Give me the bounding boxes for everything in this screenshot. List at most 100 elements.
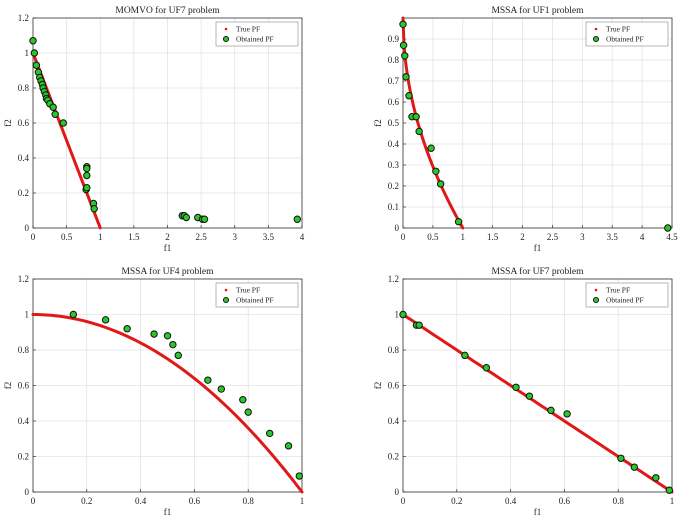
legend-box: [585, 282, 669, 308]
x-tick-label: 2: [165, 232, 170, 242]
obtained-pf-point: [123, 325, 131, 333]
obtained-pf-point: [174, 351, 182, 360]
x-tick-label: 4: [300, 232, 305, 242]
y-axis-label: f2: [373, 119, 383, 127]
obtained-pf-point: [482, 364, 491, 372]
obtained-pf-point: [405, 92, 413, 100]
obtained-pf-point: [652, 474, 660, 482]
y-tick-label: 0.6: [18, 381, 30, 391]
x-tick-label: 1.5: [128, 232, 140, 242]
obtained-pf-point: [399, 20, 407, 28]
y-tick-label: 0.6: [18, 118, 30, 128]
obtained-pf-point: [512, 383, 520, 391]
legend-obtained-pf-label: Obtained PF: [606, 35, 644, 44]
chart-panel-mssa-uf1: 0 0.5 1 1.5 2 2.5 3 3.5 4 4.5 0 0.1 0.2 0.3 0.4 0.5 0.6 0…: [373, 5, 678, 253]
x-tick-label: 1: [461, 232, 466, 242]
chart-title: MSSA for UF7 problem: [491, 266, 584, 277]
x-axis-label: f1: [164, 507, 172, 517]
obtained-pf-point: [402, 73, 410, 81]
x-tick-label: 3.5: [263, 232, 275, 242]
obtained-pf-point: [399, 41, 408, 49]
chart-title: MSSA for UF4 problem: [121, 266, 214, 277]
x-tick-label: 2.5: [196, 232, 208, 242]
legend-obtained-pf-label: Obtained PF: [236, 35, 274, 44]
y-tick-label: 1.2: [388, 274, 399, 284]
obtained-pf-point: [630, 463, 639, 471]
obtained-pf-point: [665, 486, 674, 494]
x-tick-label: 0.5: [427, 232, 439, 242]
chart-panel-mssa-uf4: 0 0.2 0.4 0.6 0.8 1 0 0.2 0.4 0.6 0.8 1 1.2 MSSA for …: [3, 266, 304, 517]
x-tick-label: 0.2: [451, 496, 462, 506]
obtained-pf-point: [49, 103, 57, 111]
x-tick-label: 0: [401, 496, 406, 506]
x-tick-label: 1: [670, 496, 675, 506]
obtained-pf-point: [239, 396, 247, 404]
obtained-pf-point: [563, 410, 571, 418]
y-tick-label: 1: [395, 310, 400, 320]
legend-box: [215, 21, 299, 47]
obtained-pf-point: [525, 392, 534, 400]
y-tick-label: 1.2: [18, 13, 29, 23]
true-pf-line: [401, 313, 674, 494]
true-pf-line: [401, 16, 465, 230]
obtained-pf-point: [169, 340, 177, 349]
legend-true-pf-label: True PF: [606, 25, 630, 34]
x-tick-label: 0.4: [505, 496, 517, 506]
y-tick-label: 0.9: [388, 34, 400, 44]
x-tick-label: 1: [98, 232, 103, 242]
legend-obtained-pf-marker: [592, 296, 600, 304]
obtained-pf-point: [83, 184, 91, 192]
x-tick-label: 0.6: [559, 496, 571, 506]
obtained-pf-point: [436, 180, 445, 188]
legend-true-pf-label: True PF: [606, 286, 630, 295]
y-axis-label: f2: [3, 382, 13, 390]
obtained-pf-point: [547, 406, 555, 415]
y-tick-label: 1: [25, 310, 30, 320]
x-tick-label: 3: [580, 232, 585, 242]
obtained-pf-point: [427, 144, 435, 152]
x-tick-label: 0.8: [243, 496, 255, 506]
legend-box: [585, 21, 669, 47]
obtained-pf-point: [29, 37, 37, 45]
y-tick-label: 0.3: [388, 160, 400, 170]
obtained-pf-point: [401, 52, 409, 60]
y-tick-label: 0.6: [388, 97, 400, 107]
obtained-pf-point: [101, 316, 110, 324]
y-tick-label: 0.2: [18, 452, 29, 462]
legend-box: [215, 282, 299, 308]
legend-obtained-pf-marker: [222, 35, 230, 43]
obtained-pf-point: [415, 127, 423, 136]
chart-title: MSSA for UF1 problem: [491, 5, 584, 16]
x-tick-label: 3.5: [607, 232, 619, 242]
y-tick-label: 0: [25, 223, 30, 233]
y-axis-label: f2: [373, 382, 383, 390]
obtained-pf-point: [454, 218, 463, 226]
obtained-pf-point: [83, 171, 91, 180]
obtained-pf-point: [617, 454, 625, 462]
y-tick-label: 0.8: [18, 83, 30, 93]
y-tick-label: 0: [25, 487, 30, 497]
x-tick-label: 1: [300, 496, 305, 506]
obtained-pf-point: [217, 385, 226, 393]
legend-true-pf-label: True PF: [236, 286, 260, 295]
obtained-pf-point: [399, 310, 407, 319]
y-tick-label: 0.4: [18, 416, 30, 426]
legend-true-pf-marker: [224, 27, 228, 31]
obtained-pf-point: [244, 408, 252, 416]
x-tick-label: 0.4: [135, 496, 147, 506]
y-axis-label: f2: [3, 119, 13, 127]
obtained-pf-point: [182, 213, 191, 222]
obtained-pf-point: [30, 49, 39, 57]
y-tick-label: 0.4: [388, 139, 400, 149]
y-tick-label: 0.1: [388, 202, 399, 212]
y-tick-label: 0.2: [388, 452, 399, 462]
chart-panel-momvo-uf7: 0 0.5 1 1.5 2 2.5 3 3.5 4 0 0.2 0.4 0.6 0.8 1 1.2 MOMVO …: [3, 5, 305, 253]
obtained-pf-point: [90, 205, 98, 213]
obtained-pf-point: [266, 429, 274, 438]
legend-true-pf-marker: [224, 288, 228, 292]
true-pf-line: [31, 313, 304, 494]
x-tick-label: 2: [520, 232, 525, 242]
x-axis-label: f1: [534, 507, 542, 517]
obtained-pf-point: [32, 61, 41, 69]
